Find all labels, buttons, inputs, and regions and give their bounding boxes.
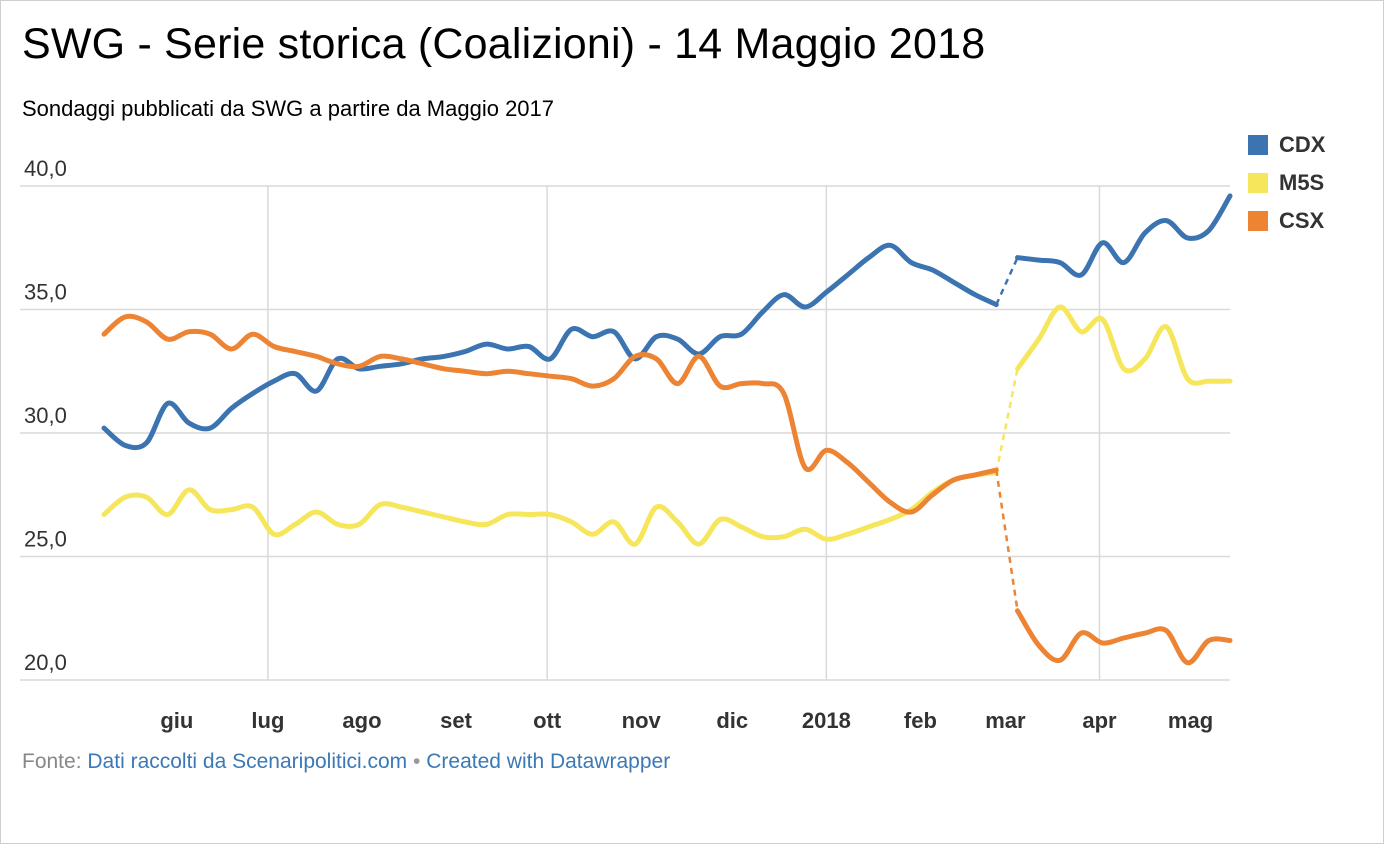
y-tick-label: 25,0 xyxy=(24,527,67,552)
x-axis-ticks: giu lug ago set ott nov dic 2018 feb mar apr mag xyxy=(160,708,1213,733)
x-tick-label: ott xyxy=(533,708,562,733)
legend-swatch-csx xyxy=(1248,211,1268,231)
chart-subtitle: Sondaggi pubblicati da SWG a partire da … xyxy=(22,96,555,121)
x-tick-label: mag xyxy=(1168,708,1213,733)
x-tick-label: mar xyxy=(985,708,1026,733)
x-tick-label: feb xyxy=(904,708,937,733)
y-tick-label: 30,0 xyxy=(24,403,67,428)
series-gap-m5s xyxy=(995,368,1019,473)
y-tick-label: 35,0 xyxy=(24,280,67,305)
series-line-csx xyxy=(1015,608,1233,666)
chart-title: SWG - Serie storica (Coalizioni) - 14 Ma… xyxy=(22,20,986,68)
legend-label-cdx: CDX xyxy=(1279,132,1326,157)
y-tick-label: 20,0 xyxy=(24,650,67,675)
y-tick-label: 40,0 xyxy=(24,156,67,181)
source-link[interactable]: Dati raccolti da Scenaripolitici.com xyxy=(87,750,408,773)
legend-swatch-cdx xyxy=(1248,135,1268,155)
x-tick-label: set xyxy=(440,708,472,733)
footer-separator: • xyxy=(413,750,421,773)
series-line-m5s xyxy=(1015,304,1233,386)
series-line-cdx xyxy=(1015,193,1233,278)
y-axis-ticks: 20,0 25,0 30,0 35,0 40,0 xyxy=(24,156,67,675)
legend-swatch-m5s xyxy=(1248,173,1268,193)
legend-item-csx: CSX xyxy=(1248,202,1325,240)
series-lines xyxy=(101,193,1233,666)
x-tick-label: lug xyxy=(251,708,284,733)
footer-prefix: Fonte: xyxy=(22,750,82,773)
x-tick-label: dic xyxy=(716,708,748,733)
datawrapper-link[interactable]: Created with Datawrapper xyxy=(426,750,671,773)
legend-label-csx: CSX xyxy=(1279,208,1325,233)
legend-item-cdx: CDX xyxy=(1248,126,1325,164)
footer: Fonte: Dati raccolti da Scenaripolitici.… xyxy=(22,750,670,774)
x-tick-label: apr xyxy=(1082,708,1117,733)
x-tick-label: nov xyxy=(622,708,662,733)
x-tick-label: ago xyxy=(342,708,381,733)
legend-item-m5s: M5S xyxy=(1248,164,1325,202)
series-line-cdx xyxy=(101,242,999,451)
legend-label-m5s: M5S xyxy=(1279,170,1325,195)
x-tick-label: 2018 xyxy=(802,708,851,733)
series-line-csx xyxy=(101,313,999,515)
x-tick-label: giu xyxy=(160,708,193,733)
x-gridlines xyxy=(267,186,1101,680)
series-line-m5s xyxy=(101,470,999,547)
legend: CDX M5S CSX xyxy=(1248,126,1325,240)
series-gap-csx xyxy=(995,469,1019,612)
y-gridlines xyxy=(20,185,1230,681)
series-gap-cdx xyxy=(995,257,1019,306)
